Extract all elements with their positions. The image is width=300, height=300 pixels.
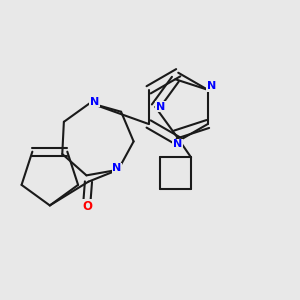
Text: N: N <box>156 102 165 112</box>
Text: N: N <box>90 97 99 106</box>
Text: N: N <box>207 81 216 91</box>
Text: N: N <box>112 163 121 173</box>
Text: O: O <box>82 200 92 213</box>
Text: N: N <box>173 139 182 149</box>
